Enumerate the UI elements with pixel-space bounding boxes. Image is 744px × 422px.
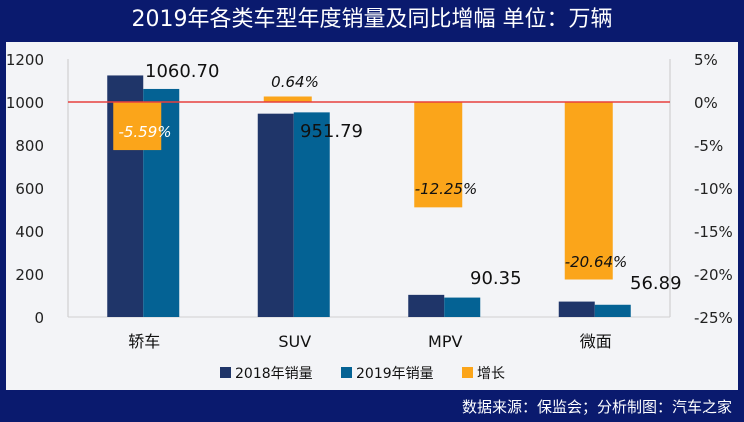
data-label-growth: 0.64% (271, 73, 319, 91)
category-label: MPV (428, 332, 462, 351)
y-tick-label: 200 (15, 266, 44, 284)
data-label-growth: -20.64% (565, 253, 628, 271)
data-label-2019: 1060.70 (145, 61, 219, 82)
data-label-growth: -12.25% (415, 180, 478, 198)
category-label: 微面 (580, 332, 612, 351)
bar-growth (414, 102, 463, 208)
bar-growth (564, 102, 613, 280)
bar-2019 (444, 297, 481, 317)
bar-2019 (594, 304, 631, 317)
data-label-2019: 951.79 (300, 121, 363, 142)
y-tick-label: 1000 (6, 94, 44, 112)
data-label-growth: -5.59% (118, 123, 171, 141)
y2-tick-label: -5% (694, 137, 723, 155)
legend-label: 增长 (477, 366, 505, 382)
legend-swatch (341, 367, 352, 378)
legend-label: 2019年销量 (356, 366, 434, 382)
y-tick-label: 1200 (6, 51, 44, 69)
y2-tick-label: -25% (694, 309, 733, 327)
category-label: SUV (278, 332, 311, 351)
y-tick-label: 800 (15, 137, 44, 155)
chart-title: 2019年各类车型年度销量及同比增幅 单位：万辆 (131, 7, 613, 32)
bar-2018 (257, 113, 294, 317)
source-text: 数据来源：保监会；分析制图：汽车之家 (461, 398, 732, 416)
bar-growth (113, 102, 162, 151)
y2-tick-label: -20% (694, 266, 733, 284)
data-label-2019: 56.89 (630, 273, 682, 294)
y2-tick-label: -10% (694, 180, 733, 198)
y-tick-label: 0 (34, 309, 44, 327)
legend-swatch (462, 367, 473, 378)
legend-swatch (220, 367, 231, 378)
bar-2018 (408, 294, 445, 317)
y2-tick-label: 5% (694, 51, 718, 69)
category-label: 轿车 (128, 332, 160, 351)
y-tick-label: 400 (15, 223, 44, 241)
bar-2018 (558, 301, 595, 317)
data-label-2019: 90.35 (470, 268, 522, 289)
bar-2019 (293, 112, 330, 318)
y-tick-label: 600 (15, 180, 44, 198)
legend-label: 2018年销量 (235, 366, 313, 382)
source-footer: 数据来源：保监会；分析制图：汽车之家 (0, 392, 744, 422)
y2-tick-label: -15% (694, 223, 733, 241)
bar-growth (263, 96, 312, 102)
y2-tick-label: 0% (694, 94, 718, 112)
